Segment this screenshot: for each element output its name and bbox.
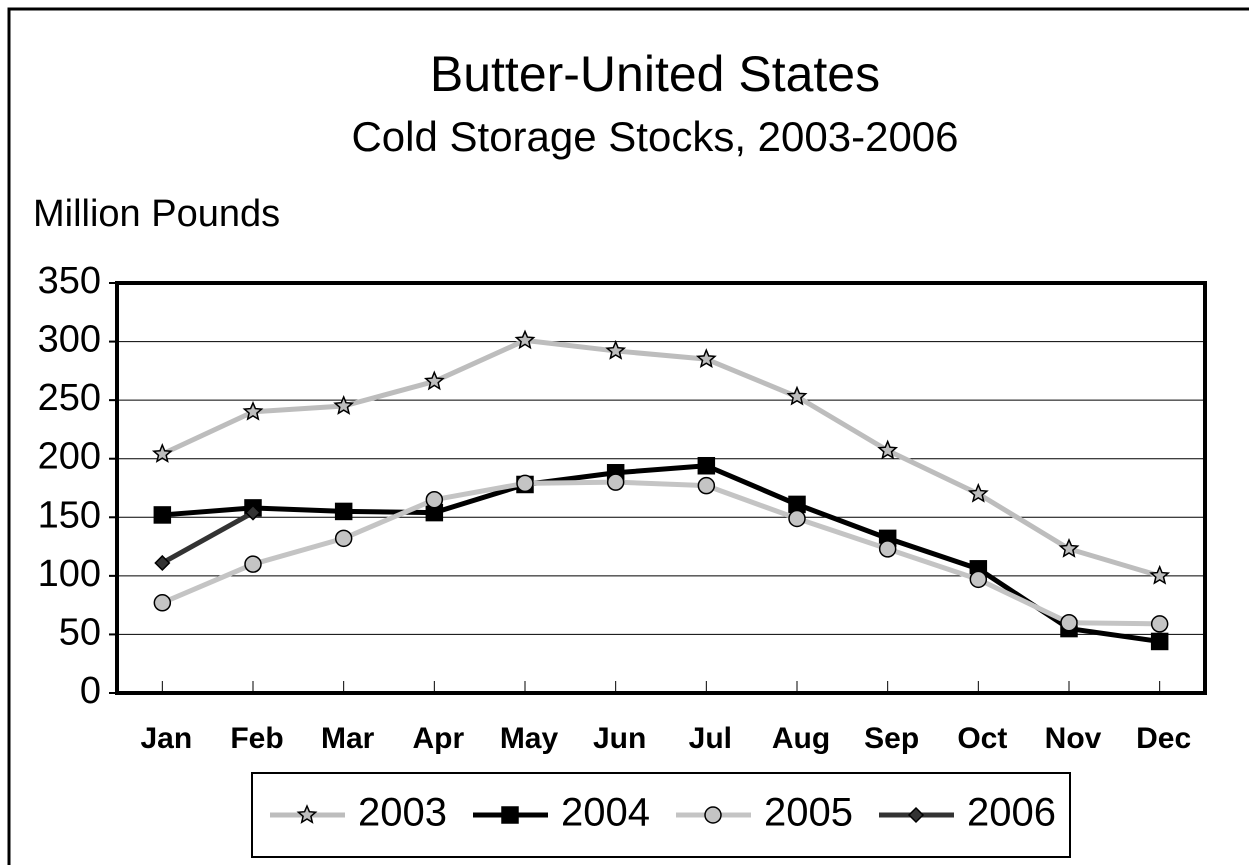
data-point xyxy=(786,385,808,406)
legend-marker xyxy=(501,806,519,824)
y-tick-label: 200 xyxy=(38,436,101,478)
data-point xyxy=(244,555,262,573)
x-tick-label: Oct xyxy=(957,722,1007,755)
data-point xyxy=(967,482,989,503)
data-point xyxy=(244,504,262,521)
x-tick-label: Jun xyxy=(593,722,646,755)
series-line xyxy=(162,463,1161,644)
chart-title: Butter-United States xyxy=(430,46,880,102)
data-point xyxy=(153,594,172,612)
legend-marker xyxy=(296,804,318,824)
legend-label: 2006 xyxy=(967,791,1056,835)
data-point xyxy=(697,476,716,495)
data-point xyxy=(969,570,988,589)
data-point xyxy=(154,554,171,572)
chart-subtitle: Cold Storage Stocks, 2003-2006 xyxy=(351,113,958,160)
series-line xyxy=(161,479,1160,627)
legend-label: 2005 xyxy=(764,791,853,835)
x-tick-label: Mar xyxy=(321,722,375,755)
x-tick-label: May xyxy=(500,722,559,755)
data-point xyxy=(1150,632,1169,651)
data-point xyxy=(334,502,353,521)
data-point xyxy=(606,473,625,491)
data-point xyxy=(423,370,445,391)
x-tick-label: Jul xyxy=(689,722,732,755)
legend-label: 2004 xyxy=(561,791,650,835)
x-tick-label: Aug xyxy=(772,722,830,755)
data-point xyxy=(151,443,173,463)
data-point xyxy=(1058,537,1080,558)
legend-marker xyxy=(907,806,925,824)
data-point xyxy=(877,439,899,460)
legend-label: 2003 xyxy=(358,791,447,835)
data-point xyxy=(242,400,264,421)
x-tick-label: Apr xyxy=(412,722,464,755)
data-point xyxy=(1149,564,1171,585)
data-point xyxy=(697,456,716,475)
frame xyxy=(7,7,1249,865)
y-tick-label: 300 xyxy=(38,319,101,361)
y-tick-label: 350 xyxy=(38,260,101,302)
data-point xyxy=(333,395,355,415)
y-tick-label: 100 xyxy=(38,553,101,595)
y-tick-label: 0 xyxy=(80,670,101,712)
y-tick-label: 250 xyxy=(38,377,101,419)
x-tick-label: Jan xyxy=(140,722,192,755)
data-point xyxy=(878,540,897,558)
x-tick-label: Feb xyxy=(230,722,283,755)
data-point xyxy=(695,348,717,368)
data-point xyxy=(153,506,172,524)
data-point xyxy=(1150,615,1169,633)
data-point xyxy=(425,490,444,509)
data-point xyxy=(788,509,806,528)
series-line xyxy=(161,510,255,566)
series-line xyxy=(161,337,1161,579)
data-point xyxy=(514,329,536,350)
legend-marker xyxy=(704,806,722,824)
y-tick-label: 150 xyxy=(38,494,101,536)
x-tick-label: Sep xyxy=(864,722,919,755)
data-point xyxy=(605,339,627,360)
plot-area xyxy=(115,281,1207,695)
data-point xyxy=(1060,613,1078,632)
x-tick-label: Nov xyxy=(1045,722,1102,755)
data-point xyxy=(516,474,534,493)
data-point xyxy=(334,529,353,548)
y-axis-label: Million Pounds xyxy=(33,193,280,235)
y-tick-label: 50 xyxy=(59,611,101,653)
x-tick-label: Dec xyxy=(1136,722,1191,755)
